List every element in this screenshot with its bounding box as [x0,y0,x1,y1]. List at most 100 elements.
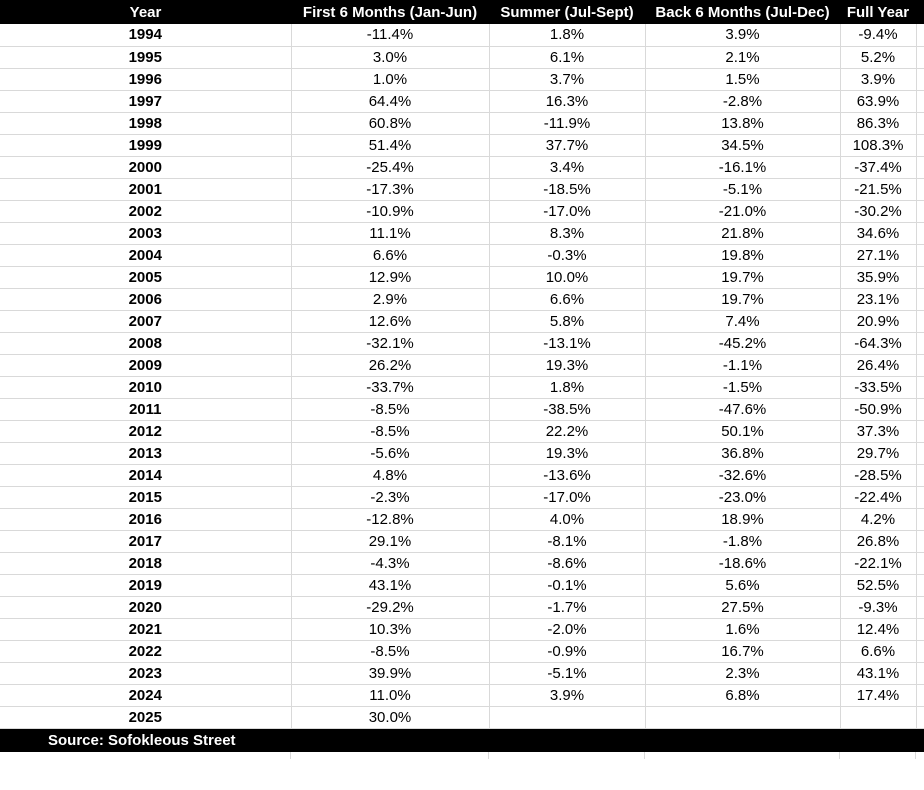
value-cell: 19.7% [645,288,841,311]
col-header-year: Year [0,0,291,24]
table-row: 2008 -32.1% -13.1% -45.2% -64.3% [0,332,924,355]
value-cell: -32.6% [645,464,841,487]
value-cell: 3.9% [645,24,841,47]
value-cell: -37.4% [840,156,917,179]
partial-cell [645,751,840,759]
value-cell: 6.8% [645,684,841,707]
value-cell: 3.7% [489,68,646,91]
table-row: 1999 51.4% 37.7% 34.5% 108.3% [0,134,924,157]
value-cell: 26.4% [840,354,917,377]
col-header-summer: Summer (Jul-Sept) [489,0,645,24]
value-cell: -5.1% [645,178,841,201]
value-cell: -1.8% [645,530,841,553]
value-cell: 35.9% [840,266,917,289]
value-cell: 10.3% [291,618,490,641]
value-cell [840,706,917,729]
value-cell: 64.4% [291,90,490,113]
year-cell: 2001 [0,178,292,201]
value-cell: 12.9% [291,266,490,289]
value-cell: 108.3% [840,134,917,157]
year-cell: 2014 [0,464,292,487]
value-cell: -45.2% [645,332,841,355]
value-cell: 2.1% [645,46,841,69]
sliver-cell [916,508,924,531]
value-cell: -5.6% [291,442,490,465]
partial-cell [291,751,489,759]
value-cell: -18.6% [645,552,841,575]
value-cell: 6.1% [489,46,646,69]
source-label: Source: Sofokleous Street [48,731,236,749]
sliver-cell [916,90,924,113]
value-cell: -4.3% [291,552,490,575]
value-cell: 11.0% [291,684,490,707]
value-cell: 1.0% [291,68,490,91]
year-cell: 1999 [0,134,292,157]
sliver-cell [916,574,924,597]
value-cell: -8.5% [291,398,490,421]
value-cell: -13.1% [489,332,646,355]
table-row: 2020 -29.2% -1.7% 27.5% -9.3% [0,596,924,619]
table-row: 2017 29.1% -8.1% -1.8% 26.8% [0,530,924,553]
value-cell: 50.1% [645,420,841,443]
value-cell: -8.1% [489,530,646,553]
value-cell: 29.1% [291,530,490,553]
value-cell: -11.9% [489,112,646,135]
table-row: 2012 -8.5% 22.2% 50.1% 37.3% [0,420,924,443]
year-cell: 2017 [0,530,292,553]
table-row: 1997 64.4% 16.3% -2.8% 63.9% [0,90,924,113]
value-cell: -17.3% [291,178,490,201]
sliver-cell [916,266,924,289]
value-cell: 51.4% [291,134,490,157]
source-bar: Source: Sofokleous Street [0,728,924,752]
value-cell: 6.6% [489,288,646,311]
sliver-cell [916,68,924,91]
year-cell: 2013 [0,442,292,465]
value-cell: 20.9% [840,310,917,333]
value-cell: -21.5% [840,178,917,201]
value-cell: 2.3% [645,662,841,685]
year-cell: 2004 [0,244,292,267]
value-cell [489,706,646,729]
sliver-cell [916,552,924,575]
sliver-cell [916,618,924,641]
sliver-cell [916,222,924,245]
value-cell: -2.0% [489,618,646,641]
table-row: 2022 -8.5% -0.9% 16.7% 6.6% [0,640,924,663]
value-cell: -64.3% [840,332,917,355]
value-cell: -1.1% [645,354,841,377]
value-cell: 6.6% [840,640,917,663]
value-cell: -32.1% [291,332,490,355]
year-cell: 1996 [0,68,292,91]
value-cell [645,706,841,729]
sliver-cell [916,354,924,377]
year-cell: 2022 [0,640,292,663]
year-cell: 2010 [0,376,292,399]
value-cell: 5.2% [840,46,917,69]
year-cell: 2024 [0,684,292,707]
value-cell: 18.9% [645,508,841,531]
value-cell: 2.9% [291,288,490,311]
partial-cell [840,751,916,759]
table-row: 2025 30.0% [0,706,924,729]
value-cell: 43.1% [291,574,490,597]
value-cell: -50.9% [840,398,917,421]
sliver-cell [916,662,924,685]
table-row: 2000 -25.4% 3.4% -16.1% -37.4% [0,156,924,179]
year-cell: 2018 [0,552,292,575]
table-row: 2004 6.6% -0.3% 19.8% 27.1% [0,244,924,267]
value-cell: 19.7% [645,266,841,289]
value-cell: 52.5% [840,574,917,597]
sliver-cell [916,464,924,487]
year-cell: 2025 [0,706,292,729]
table-row: 2011 -8.5% -38.5% -47.6% -50.9% [0,398,924,421]
value-cell: 22.2% [489,420,646,443]
table-row: 2024 11.0% 3.9% 6.8% 17.4% [0,684,924,707]
table-row: 2005 12.9% 10.0% 19.7% 35.9% [0,266,924,289]
value-cell: 29.7% [840,442,917,465]
value-cell: -2.3% [291,486,490,509]
value-cell: 4.0% [489,508,646,531]
value-cell: 27.1% [840,244,917,267]
year-cell: 1997 [0,90,292,113]
value-cell: -17.0% [489,200,646,223]
